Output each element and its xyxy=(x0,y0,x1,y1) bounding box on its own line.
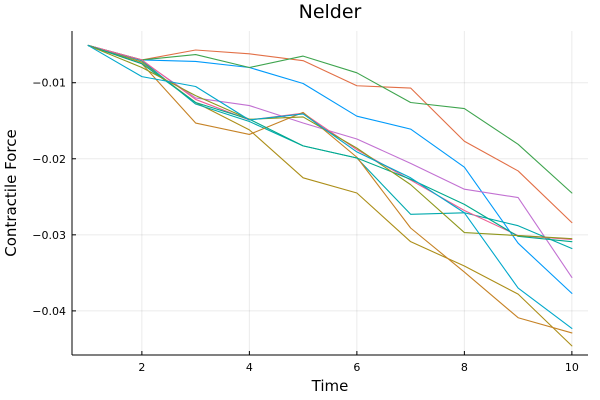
series-line-7 xyxy=(87,44,573,240)
series-line-1 xyxy=(87,44,573,294)
series-line-3 xyxy=(87,44,573,194)
grid xyxy=(72,31,588,355)
y-tick-label: −0.02 xyxy=(32,153,66,166)
x-tick-label: 2 xyxy=(138,361,145,374)
y-axis-title: Contractile Force xyxy=(2,129,20,256)
y-tick-label: −0.04 xyxy=(32,305,66,318)
y-tick-label: −0.03 xyxy=(32,229,66,242)
x-tick-label: 6 xyxy=(353,361,360,374)
series-group xyxy=(87,44,573,347)
x-axis-title: Time xyxy=(311,377,349,395)
series-line-6 xyxy=(87,44,573,250)
x-tick-label: 4 xyxy=(246,361,253,374)
x-tick-label: 10 xyxy=(565,361,579,374)
series-line-8 xyxy=(87,44,573,334)
axes: 2 4 6 8 10 −0.04 −0.03 −0.02 −0.01 xyxy=(32,31,588,374)
series-line-11 xyxy=(87,44,573,329)
chart-title: Nelder xyxy=(299,1,362,23)
y-tick-label: −0.01 xyxy=(32,77,66,90)
series-line-9 xyxy=(87,44,573,243)
series-line-2 xyxy=(87,44,573,224)
x-tick-label: 8 xyxy=(461,361,468,374)
series-line-5 xyxy=(87,44,573,347)
